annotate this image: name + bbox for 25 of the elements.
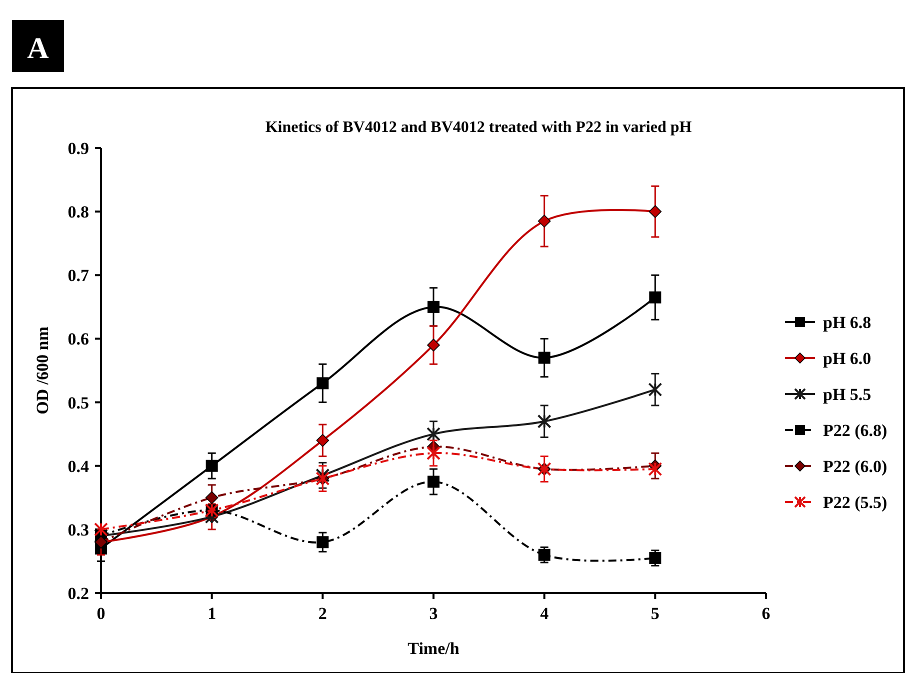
x-tick-label: 1 — [208, 604, 216, 623]
y-tick-label: 0.8 — [68, 202, 89, 222]
chart-title: Kinetics of BV4012 and BV4012 treated with P22 in varied pH — [265, 119, 692, 136]
y-tick-label: 0.6 — [68, 330, 89, 349]
x-tick-label: 4 — [540, 604, 550, 623]
x-tick-label: 2 — [318, 604, 327, 623]
x-tick-label: 3 — [429, 604, 438, 623]
legend-label: pH 6.8 — [823, 313, 872, 332]
y-tick-label: 0.3 — [68, 520, 89, 540]
x-tick-label: 6 — [762, 604, 770, 623]
x-tick-label: 0 — [96, 604, 106, 623]
legend-label: P22 (6.8) — [823, 421, 888, 440]
y-axis-title: OD /600 nm — [33, 326, 52, 414]
y-tick-label: 0.2 — [68, 584, 89, 603]
legend-label: P22 (5.5) — [823, 493, 888, 512]
x-axis-title: Time/h — [408, 639, 460, 658]
x-tick-label: 5 — [650, 604, 660, 623]
y-tick-label: 0.5 — [68, 393, 89, 412]
legend-label: P22 (6.0) — [823, 457, 888, 476]
text: A — [27, 32, 50, 65]
y-tick-label: 0.9 — [68, 139, 89, 158]
y-tick-label: 0.4 — [68, 456, 90, 476]
legend-label: pH 5.5 — [823, 385, 872, 404]
legend-label: pH 6.0 — [823, 349, 872, 368]
y-tick-label: 0.7 — [68, 266, 90, 286]
